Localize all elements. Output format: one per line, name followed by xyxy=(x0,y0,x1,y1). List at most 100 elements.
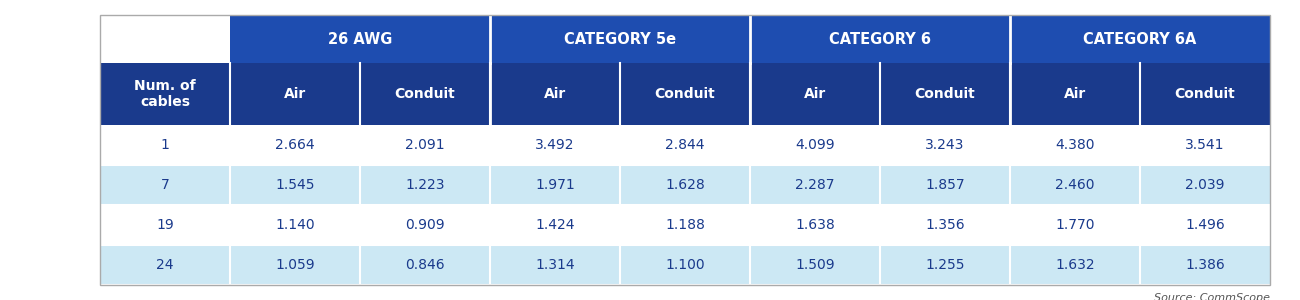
Text: Air: Air xyxy=(803,87,826,101)
Bar xyxy=(490,63,620,125)
Text: 1.496: 1.496 xyxy=(1186,218,1225,232)
Text: Conduit: Conduit xyxy=(655,87,715,101)
Text: 1.386: 1.386 xyxy=(1186,258,1225,272)
Text: Air: Air xyxy=(283,87,305,101)
Bar xyxy=(750,15,1010,63)
Text: 1.638: 1.638 xyxy=(796,218,835,232)
Bar xyxy=(880,165,1010,205)
Bar xyxy=(1010,245,1140,285)
Text: 1.255: 1.255 xyxy=(926,258,965,272)
Text: 1.424: 1.424 xyxy=(536,218,575,232)
Text: CATEGORY 5e: CATEGORY 5e xyxy=(564,32,676,46)
Bar xyxy=(230,63,360,125)
Bar xyxy=(750,125,880,165)
Text: 1.628: 1.628 xyxy=(666,178,705,192)
Text: 1.356: 1.356 xyxy=(926,218,965,232)
Bar xyxy=(490,165,620,205)
Bar xyxy=(620,125,750,165)
Bar xyxy=(490,125,620,165)
Text: 1.545: 1.545 xyxy=(276,178,315,192)
Text: 1: 1 xyxy=(161,138,169,152)
Bar xyxy=(750,205,880,245)
Bar xyxy=(750,245,880,285)
Text: 2.287: 2.287 xyxy=(796,178,835,192)
Bar xyxy=(100,245,230,285)
Bar xyxy=(230,15,490,63)
Text: 7: 7 xyxy=(161,178,169,192)
Bar xyxy=(490,15,750,63)
Text: CATEGORY 6: CATEGORY 6 xyxy=(829,32,931,46)
Text: 26 AWG: 26 AWG xyxy=(328,32,393,46)
Bar xyxy=(1140,125,1270,165)
Bar xyxy=(1140,165,1270,205)
Bar xyxy=(620,245,750,285)
Text: 3.492: 3.492 xyxy=(536,138,575,152)
Bar xyxy=(1140,245,1270,285)
Text: Num. of
cables: Num. of cables xyxy=(134,79,196,109)
Text: 19: 19 xyxy=(156,218,174,232)
Bar xyxy=(1010,125,1140,165)
Bar xyxy=(1140,205,1270,245)
Bar xyxy=(1010,63,1140,125)
Bar xyxy=(1010,205,1140,245)
Bar xyxy=(880,205,1010,245)
Bar xyxy=(620,165,750,205)
Bar xyxy=(100,125,230,165)
Text: 1.632: 1.632 xyxy=(1056,258,1095,272)
Text: 0.909: 0.909 xyxy=(406,218,445,232)
Bar xyxy=(1010,15,1270,63)
Bar xyxy=(230,165,360,205)
Bar xyxy=(880,63,1010,125)
Bar xyxy=(880,125,1010,165)
Bar xyxy=(100,205,230,245)
Bar xyxy=(490,245,620,285)
Bar xyxy=(100,15,230,63)
Text: 0.846: 0.846 xyxy=(406,258,445,272)
Text: Conduit: Conduit xyxy=(395,87,455,101)
Text: Conduit: Conduit xyxy=(915,87,975,101)
Text: 4.099: 4.099 xyxy=(796,138,835,152)
Text: 4.380: 4.380 xyxy=(1056,138,1095,152)
Text: 2.664: 2.664 xyxy=(276,138,315,152)
Bar xyxy=(100,165,230,205)
Bar xyxy=(230,125,360,165)
Bar xyxy=(360,125,490,165)
Bar xyxy=(750,63,880,125)
Text: 24: 24 xyxy=(156,258,174,272)
Text: 1.059: 1.059 xyxy=(276,258,315,272)
Bar xyxy=(880,245,1010,285)
Text: 2.039: 2.039 xyxy=(1186,178,1225,192)
Bar xyxy=(360,63,490,125)
Text: 1.100: 1.100 xyxy=(666,258,705,272)
Text: 1.971: 1.971 xyxy=(536,178,575,192)
Text: 1.223: 1.223 xyxy=(406,178,445,192)
Text: 2.460: 2.460 xyxy=(1056,178,1095,192)
Bar xyxy=(360,165,490,205)
Text: 3.541: 3.541 xyxy=(1186,138,1225,152)
Text: Air: Air xyxy=(543,87,566,101)
Text: Air: Air xyxy=(1063,87,1085,101)
Bar xyxy=(360,245,490,285)
Bar xyxy=(100,63,230,125)
Bar xyxy=(230,245,360,285)
Bar xyxy=(360,205,490,245)
Text: 1.140: 1.140 xyxy=(276,218,315,232)
Text: CATEGORY 6A: CATEGORY 6A xyxy=(1083,32,1197,46)
Bar xyxy=(620,205,750,245)
Text: 2.091: 2.091 xyxy=(406,138,445,152)
Text: Source: CommScope: Source: CommScope xyxy=(1154,293,1270,300)
Text: 1.857: 1.857 xyxy=(926,178,965,192)
Bar xyxy=(490,205,620,245)
Bar xyxy=(750,165,880,205)
Bar xyxy=(1010,165,1140,205)
Text: 1.509: 1.509 xyxy=(796,258,835,272)
Bar xyxy=(1140,63,1270,125)
Text: Conduit: Conduit xyxy=(1175,87,1235,101)
Text: 1.314: 1.314 xyxy=(536,258,575,272)
Bar xyxy=(230,205,360,245)
Text: 2.844: 2.844 xyxy=(666,138,705,152)
Text: 1.188: 1.188 xyxy=(666,218,705,232)
Text: 1.770: 1.770 xyxy=(1056,218,1095,232)
Bar xyxy=(620,63,750,125)
Text: 3.243: 3.243 xyxy=(926,138,965,152)
